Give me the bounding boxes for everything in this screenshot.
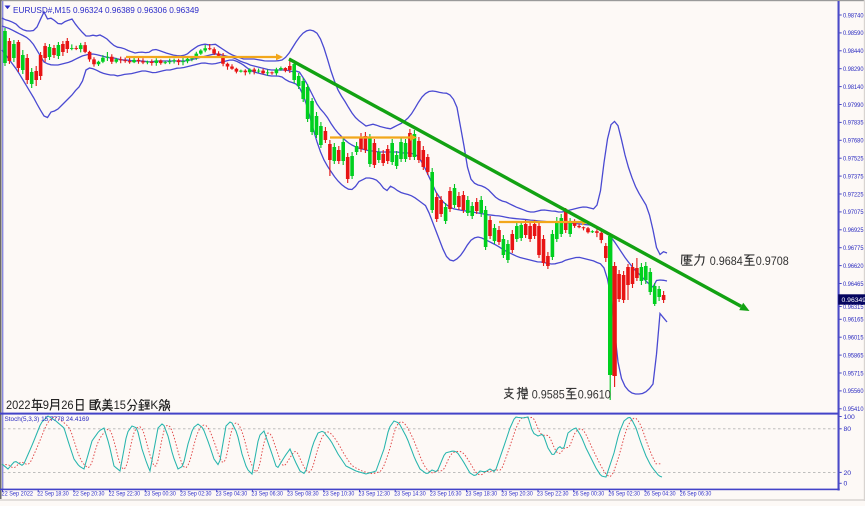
svg-text:9: 9 — [43, 398, 49, 412]
svg-text:23 Sep 00:30: 23 Sep 00:30 — [144, 491, 176, 498]
svg-text:22 Sep 22:30: 22 Sep 22:30 — [109, 491, 141, 498]
svg-text:23 Sep 18:30: 23 Sep 18:30 — [466, 491, 498, 498]
svg-text:EURUSD#,M15 0.96324 0.96389 0: EURUSD#,M15 0.96324 0.96389 0.96306 0.96… — [13, 5, 199, 15]
svg-text:0.9708: 0.9708 — [756, 254, 789, 268]
svg-text:22 Sep 18:30: 22 Sep 18:30 — [37, 491, 69, 498]
svg-text:26 Sep 02:30: 26 Sep 02:30 — [608, 491, 640, 498]
svg-text:23 Sep 06:30: 23 Sep 06:30 — [251, 491, 283, 498]
svg-text:0.9585: 0.9585 — [532, 388, 565, 402]
svg-text:23 Sep 08:30: 23 Sep 08:30 — [287, 491, 319, 498]
svg-text:0.97680: 0.97680 — [843, 138, 864, 145]
svg-text:80: 80 — [844, 426, 852, 433]
svg-text:0.96925: 0.96925 — [843, 227, 864, 234]
svg-text:26 Sep 06:30: 26 Sep 06:30 — [680, 491, 712, 498]
svg-text:0.9684: 0.9684 — [710, 254, 743, 268]
svg-text:2022: 2022 — [6, 398, 31, 412]
svg-text:0.96349: 0.96349 — [842, 297, 865, 304]
svg-text:0.98440: 0.98440 — [843, 48, 864, 55]
svg-text:26: 26 — [61, 398, 74, 412]
svg-text:0: 0 — [844, 481, 848, 488]
svg-text:K: K — [150, 398, 158, 412]
svg-text:0.96315: 0.96315 — [843, 304, 864, 311]
svg-text:0.98290: 0.98290 — [843, 66, 864, 73]
svg-text:0.98740: 0.98740 — [843, 12, 864, 19]
svg-text:20: 20 — [844, 470, 852, 477]
svg-text:0.97525: 0.97525 — [843, 156, 864, 163]
svg-text:0.95865: 0.95865 — [843, 352, 864, 359]
svg-text:23 Sep 04:30: 23 Sep 04:30 — [216, 491, 248, 498]
svg-text:26 Sep 00:30: 26 Sep 00:30 — [573, 491, 605, 498]
svg-text:0.95715: 0.95715 — [843, 370, 864, 377]
svg-text:0.97835: 0.97835 — [843, 120, 864, 127]
svg-text:0.95410: 0.95410 — [843, 406, 864, 413]
svg-text:0.98140: 0.98140 — [843, 84, 864, 91]
svg-text:0.96015: 0.96015 — [843, 335, 864, 342]
svg-text:15: 15 — [114, 398, 127, 412]
svg-text:22 Sep 20:30: 22 Sep 20:30 — [73, 491, 105, 498]
svg-text:0.96620: 0.96620 — [843, 263, 864, 270]
svg-text:Stoch(5,3,3) 15.7778 24.4169: Stoch(5,3,3) 15.7778 24.4169 — [5, 416, 90, 423]
svg-text:0.97225: 0.97225 — [843, 191, 864, 198]
svg-text:23 Sep 16:30: 23 Sep 16:30 — [430, 491, 462, 498]
svg-text:0.96465: 0.96465 — [843, 281, 864, 288]
svg-text:26 Sep 04:30: 26 Sep 04:30 — [644, 491, 676, 498]
svg-text:0.97990: 0.97990 — [843, 102, 864, 109]
svg-text:0.97075: 0.97075 — [843, 209, 864, 216]
svg-text:0.96165: 0.96165 — [843, 317, 864, 324]
svg-text:100: 100 — [844, 414, 856, 421]
svg-text:0.95560: 0.95560 — [843, 388, 864, 395]
svg-text:23 Sep 10:30: 23 Sep 10:30 — [323, 491, 355, 498]
svg-text:0.98590: 0.98590 — [843, 30, 864, 37]
svg-text:23 Sep 22:30: 23 Sep 22:30 — [537, 491, 569, 498]
svg-text:23 Sep 20:30: 23 Sep 20:30 — [501, 491, 533, 498]
svg-text:23 Sep 02:30: 23 Sep 02:30 — [180, 491, 212, 498]
svg-text:0.9610: 0.9610 — [578, 388, 611, 402]
svg-text:0.97375: 0.97375 — [843, 173, 864, 180]
svg-text:23 Sep 14:30: 23 Sep 14:30 — [394, 491, 426, 498]
svg-text:22 Sep 2022: 22 Sep 2022 — [2, 491, 34, 498]
svg-text:0.96775: 0.96775 — [843, 245, 864, 252]
svg-text:23 Sep 12:30: 23 Sep 12:30 — [359, 491, 391, 498]
